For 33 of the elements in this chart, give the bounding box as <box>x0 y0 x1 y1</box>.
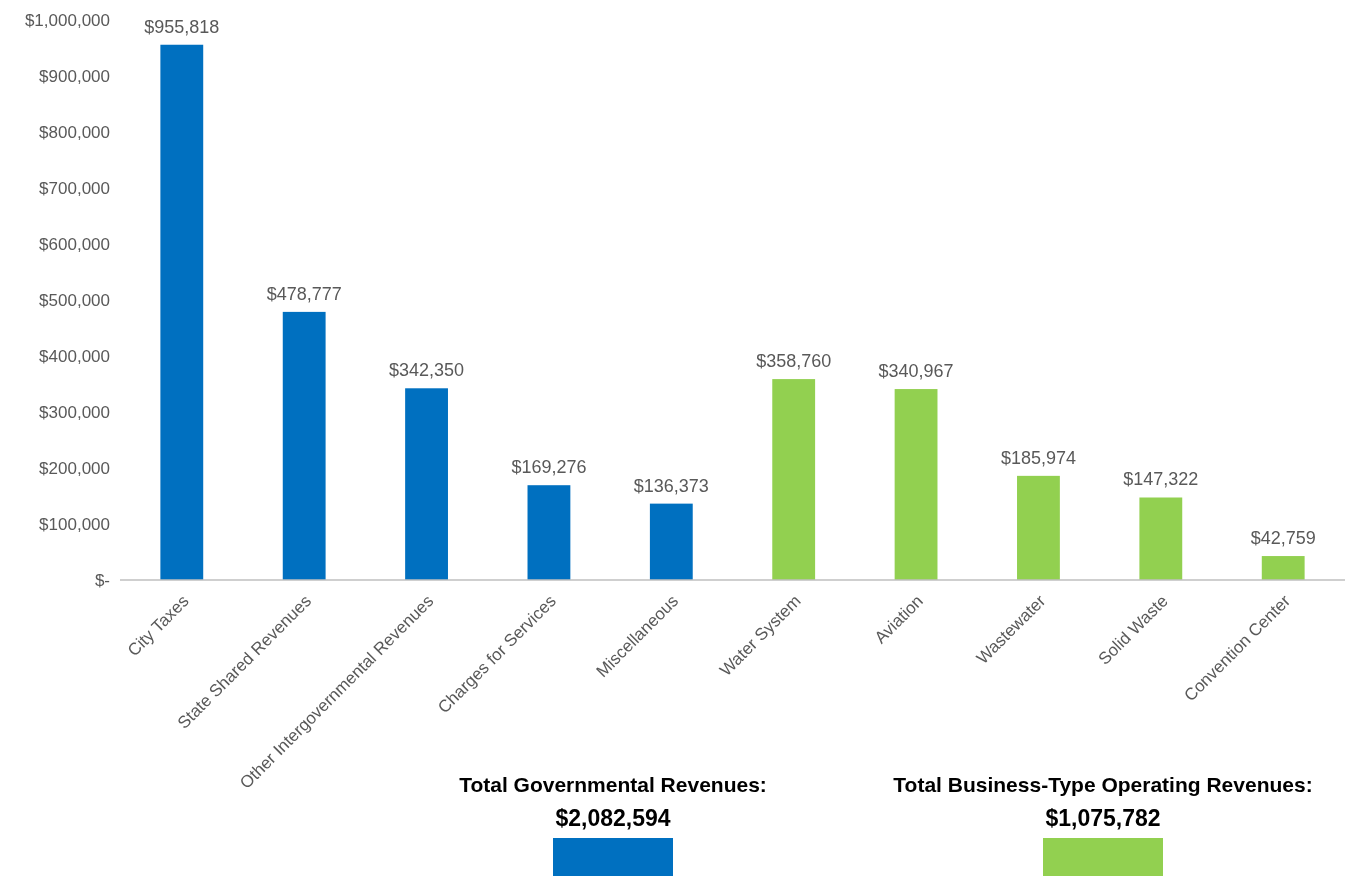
bar <box>649 503 693 580</box>
data-label: $185,974 <box>1000 447 1076 468</box>
data-label: $147,322 <box>1123 469 1199 490</box>
data-label: $169,276 <box>511 457 587 478</box>
data-label: $342,350 <box>389 360 465 381</box>
data-label: $42,759 <box>1250 528 1316 549</box>
bar <box>1017 475 1060 580</box>
data-label: $955,818 <box>144 16 220 37</box>
bar <box>894 389 938 580</box>
y-tick-label: $500,000 <box>39 290 110 310</box>
data-label: $478,777 <box>266 283 342 304</box>
bar <box>405 388 448 580</box>
text: Total Business-Type Operating Revenues: $1,075,782 <box>893 773 1313 831</box>
y-tick-label: $100,000 <box>39 514 110 534</box>
y-tick-label: $700,000 <box>39 178 110 198</box>
bar <box>282 311 326 580</box>
bar <box>1261 556 1305 580</box>
bar <box>527 485 571 580</box>
y-tick-label: $600,000 <box>39 234 110 254</box>
y-tick-label: $200,000 <box>39 458 110 478</box>
y-tick-label: $800,000 <box>39 122 110 142</box>
bar <box>160 44 204 580</box>
text: Total Governmental Revenues: $2,082,594 <box>459 773 767 831</box>
data-label: $136,373 <box>633 475 709 496</box>
y-tick-label: $900,000 <box>39 66 110 86</box>
bar <box>1139 497 1183 580</box>
y-tick-label: $1,000,000 <box>24 10 110 30</box>
y-tick-label: $- <box>94 570 110 590</box>
data-label: $340,967 <box>878 361 954 382</box>
data-label: $358,760 <box>756 351 832 372</box>
bar <box>772 379 816 580</box>
y-tick-label: $300,000 <box>39 402 110 422</box>
y-tick-label: $400,000 <box>39 346 110 366</box>
